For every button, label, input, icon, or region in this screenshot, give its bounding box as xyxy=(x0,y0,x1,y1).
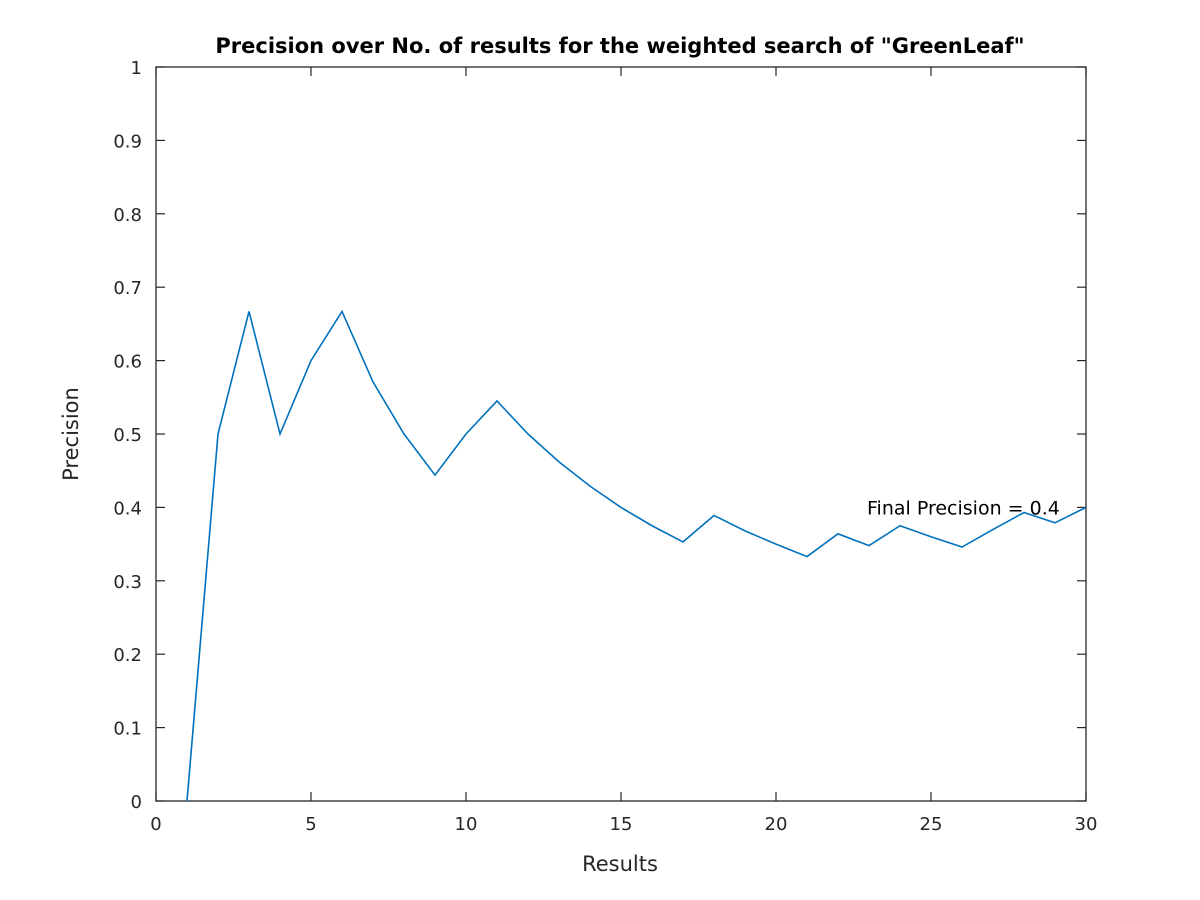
y-tick-label: 0.8 xyxy=(113,205,142,226)
y-tick-label: 0.9 xyxy=(113,131,142,152)
y-tick-label: 0 xyxy=(131,792,142,813)
x-tick-label: 5 xyxy=(305,814,316,835)
y-tick-label: 0.4 xyxy=(113,498,142,519)
y-tick-label: 0.3 xyxy=(113,572,142,593)
precision-series-line xyxy=(186,309,1087,802)
x-tick-label: 30 xyxy=(1075,814,1098,835)
y-tick-label: 1 xyxy=(131,58,142,79)
final-precision-annotation: Final Precision = 0.4 xyxy=(867,497,1060,519)
y-tick-label: 0.5 xyxy=(113,425,142,446)
x-tick-label: 0 xyxy=(150,814,161,835)
x-axis-label: Results xyxy=(582,852,658,876)
x-tick-label: 10 xyxy=(455,814,478,835)
y-tick-label: 0.1 xyxy=(113,719,142,740)
chart-title: Precision over No. of results for the we… xyxy=(215,34,1024,58)
x-tick-label: 15 xyxy=(610,814,633,835)
x-tick-label: 25 xyxy=(920,814,943,835)
y-tick-label: 0.7 xyxy=(113,278,142,299)
y-tick-label: 0.2 xyxy=(113,645,142,666)
plot-area: 0 5 10 15 20 25 30 0 0.1 0.2 0.3 0.4 0.5 0.6 0.7 0.8 0.9… xyxy=(113,58,1097,835)
x-tick-label: 20 xyxy=(765,814,788,835)
y-axis-label: Precision xyxy=(59,387,83,481)
y-tick-label: 0.6 xyxy=(113,352,142,373)
